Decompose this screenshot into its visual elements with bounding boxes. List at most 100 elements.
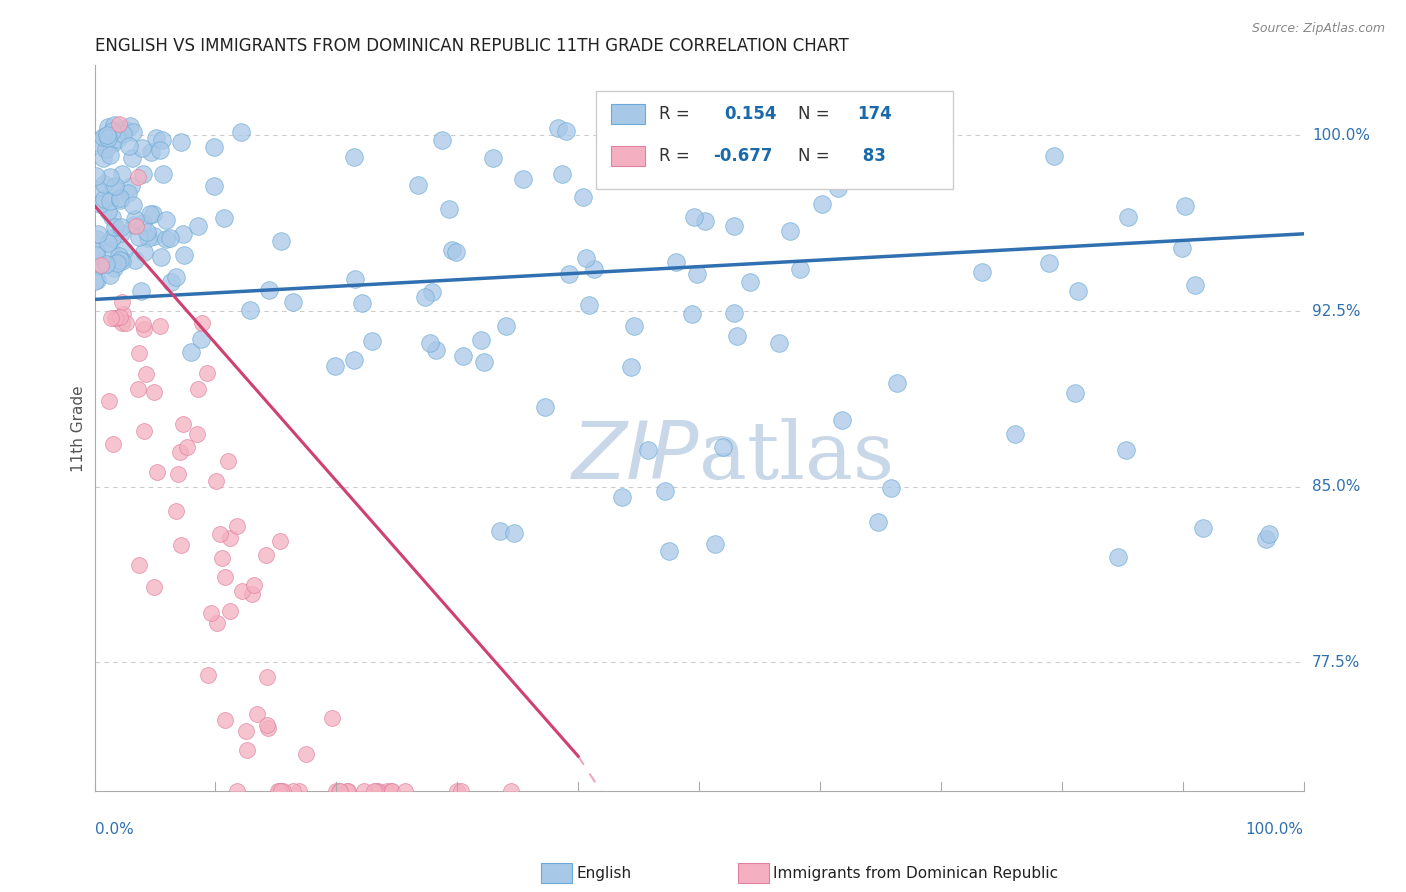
Point <box>711 440 734 454</box>
Point <box>827 181 849 195</box>
Point <box>740 275 762 289</box>
Point <box>269 534 291 549</box>
Point <box>89 259 111 273</box>
Point <box>202 139 225 153</box>
Point <box>503 525 526 540</box>
Point <box>343 150 366 164</box>
Point <box>572 190 595 204</box>
Point <box>121 198 143 212</box>
Point <box>170 538 193 552</box>
Point <box>231 583 253 598</box>
Point <box>101 123 124 137</box>
Point <box>98 169 121 184</box>
Point <box>218 604 240 618</box>
Point <box>1192 520 1215 534</box>
Point <box>425 343 447 358</box>
Point <box>110 220 132 235</box>
Point <box>104 219 127 234</box>
Point <box>101 136 124 151</box>
Point <box>135 367 157 381</box>
Point <box>127 170 149 185</box>
Point <box>111 295 134 310</box>
Point <box>211 550 233 565</box>
Point <box>104 310 127 325</box>
Bar <box>610 145 645 166</box>
Point <box>239 303 262 318</box>
Point <box>533 401 555 415</box>
Point <box>329 784 352 798</box>
Point <box>886 376 908 390</box>
Point <box>128 558 150 573</box>
Point <box>440 243 463 257</box>
Point <box>557 268 579 282</box>
Point <box>367 784 389 798</box>
Point <box>84 169 107 184</box>
Point <box>578 298 600 312</box>
Point <box>121 152 143 166</box>
Point <box>110 194 132 208</box>
Point <box>789 262 811 277</box>
Point <box>136 225 159 239</box>
Point <box>217 454 239 468</box>
Point <box>555 124 578 138</box>
Point <box>343 353 366 368</box>
Point <box>446 784 468 798</box>
Point <box>136 230 159 244</box>
Point <box>880 481 903 495</box>
Point <box>205 616 228 631</box>
Point <box>101 231 124 245</box>
Point <box>226 784 249 798</box>
Point <box>141 207 163 221</box>
Text: 100.0%: 100.0% <box>1246 822 1303 837</box>
Point <box>366 784 388 798</box>
Point <box>226 519 249 533</box>
FancyBboxPatch shape <box>596 91 953 188</box>
Point <box>100 310 122 325</box>
Point <box>415 290 437 304</box>
Point <box>686 267 709 281</box>
Point <box>681 307 703 321</box>
Point <box>97 236 120 251</box>
Point <box>134 244 156 259</box>
Point <box>108 253 131 268</box>
Point <box>111 316 134 330</box>
Point <box>723 219 745 234</box>
Point <box>256 718 278 732</box>
Point <box>186 427 208 442</box>
Point <box>84 273 107 287</box>
Point <box>103 310 125 325</box>
Point <box>200 607 222 621</box>
Point <box>321 711 343 725</box>
Point <box>1107 549 1129 564</box>
Y-axis label: 11th Grade: 11th Grade <box>72 385 86 472</box>
Point <box>94 142 117 156</box>
Point <box>501 784 523 798</box>
Point <box>814 157 837 171</box>
Point <box>176 440 198 454</box>
Point <box>91 151 114 165</box>
Point <box>124 211 146 226</box>
Point <box>96 128 118 142</box>
Point <box>246 706 269 721</box>
Point <box>375 784 398 798</box>
Point <box>547 121 569 136</box>
Point <box>160 275 183 289</box>
Point <box>132 424 155 438</box>
Point <box>180 344 202 359</box>
Point <box>127 382 149 396</box>
Point <box>112 122 135 136</box>
Point <box>654 484 676 499</box>
Point <box>105 131 128 145</box>
Text: English: English <box>576 866 631 880</box>
Point <box>257 721 280 735</box>
Point <box>1038 256 1060 270</box>
Point <box>129 284 152 298</box>
Point <box>240 586 263 600</box>
Point <box>187 383 209 397</box>
Point <box>361 334 384 348</box>
Point <box>103 118 125 132</box>
Text: -0.677: -0.677 <box>714 147 773 165</box>
Point <box>664 255 686 269</box>
Point <box>87 227 110 241</box>
Point <box>93 193 115 207</box>
